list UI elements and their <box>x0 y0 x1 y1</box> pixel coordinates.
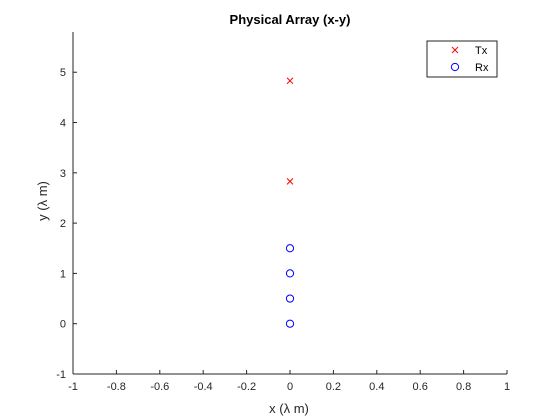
chart-title: Physical Array (x-y) <box>230 12 351 27</box>
legend-entries: Tx Rx <box>450 45 489 74</box>
x-tick-label: 1 <box>504 381 510 393</box>
y-axis-label: y (λ m) <box>35 181 50 221</box>
x-tick-label: 0.6 <box>413 381 428 393</box>
y-tick-label: 0 <box>60 319 66 331</box>
rx-point <box>285 294 295 303</box>
axes <box>72 32 507 375</box>
x-tick-label: -0.4 <box>194 381 213 393</box>
legend-box <box>426 40 498 78</box>
x-tick-label: -1 <box>68 381 78 393</box>
y-tick-label: 4 <box>60 118 66 130</box>
x-axis-label: x (λ m) <box>269 401 309 416</box>
x-tick-label: -0.2 <box>237 381 256 393</box>
x-ticks: -1 -0.8 -0.6 -0.4 -0.2 0 0.2 0.4 0.6 0.8 1 <box>68 370 510 393</box>
y-tick-label: 5 <box>60 67 66 79</box>
x-tick-label: 0.8 <box>456 381 471 393</box>
rx-point <box>285 269 295 278</box>
legend-label-rx: Rx <box>475 62 489 74</box>
legend: Tx Rx <box>426 40 498 78</box>
y-tick-label: 2 <box>60 218 66 230</box>
x-tick-label: 0.2 <box>326 381 341 393</box>
legend-label-tx: Tx <box>475 45 488 57</box>
y-tick-label: 3 <box>60 168 66 180</box>
y-ticks: -1 0 1 2 3 4 5 <box>56 67 77 381</box>
data-points <box>285 77 295 328</box>
y-tick-label: -1 <box>56 369 66 381</box>
x-tick-label: 0 <box>287 381 293 393</box>
tx-point <box>286 178 294 185</box>
rx-point <box>285 244 295 253</box>
legend-marker-rx <box>450 62 460 72</box>
rx-point <box>285 319 295 328</box>
x-tick-label: -0.8 <box>107 381 126 393</box>
x-tick-label: -0.6 <box>150 381 169 393</box>
tx-point <box>286 77 294 85</box>
legend-marker-tx <box>451 46 459 54</box>
x-tick-label: 0.4 <box>369 381 384 393</box>
y-tick-label: 1 <box>60 268 66 280</box>
